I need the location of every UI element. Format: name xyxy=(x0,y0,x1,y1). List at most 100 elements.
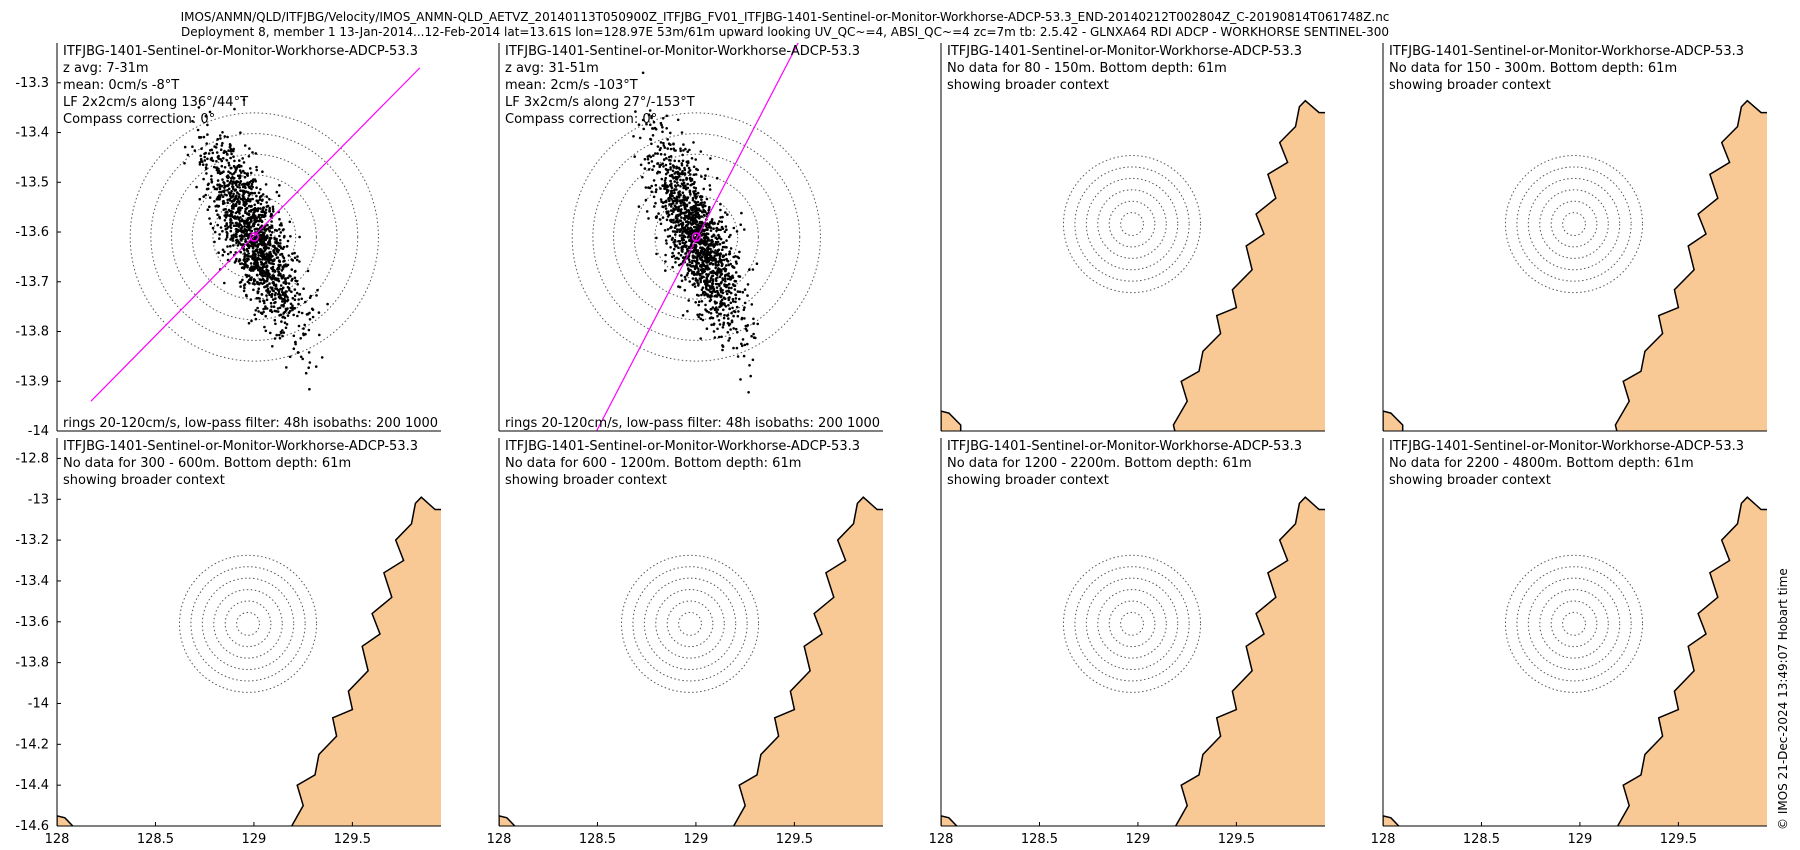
scatter-point xyxy=(646,155,650,158)
scatter-point xyxy=(268,243,272,246)
scatter-point xyxy=(277,273,280,277)
scatter-point xyxy=(281,228,285,232)
scatter-point xyxy=(290,258,294,261)
scatter-point xyxy=(633,155,636,158)
scatter-point xyxy=(673,204,677,207)
scatter-point xyxy=(638,136,642,140)
scatter-point xyxy=(688,201,691,205)
scatter-point xyxy=(714,266,717,270)
scatter-point xyxy=(717,236,721,240)
scatter-point xyxy=(676,175,680,179)
scatter-point xyxy=(725,228,728,231)
speed-ring xyxy=(171,153,338,321)
scatter-point xyxy=(677,213,680,217)
scatter-point xyxy=(669,162,672,166)
speed-ring xyxy=(643,577,737,671)
scatter-point xyxy=(302,332,305,336)
scatter-point xyxy=(286,314,290,317)
scatter-point xyxy=(269,212,273,216)
scatter-point xyxy=(696,257,699,261)
scatter-point xyxy=(229,244,232,248)
panel-bottom-note: rings 20-120cm/s, low-pass filter: 48h i… xyxy=(505,416,967,431)
scatter-point xyxy=(681,179,685,182)
scatter-point xyxy=(288,220,292,224)
scatter-point xyxy=(703,293,706,297)
scatter-point xyxy=(278,259,281,263)
scatter-point xyxy=(270,231,274,234)
scatter-point xyxy=(249,171,253,175)
scatter-point xyxy=(685,164,689,167)
scatter-point xyxy=(697,272,701,276)
scatter-point xyxy=(683,226,687,229)
speed-ring xyxy=(1062,554,1202,693)
scatter-point xyxy=(698,313,702,316)
scatter-point xyxy=(700,258,704,262)
scatter-point xyxy=(265,307,269,310)
scatter-point xyxy=(243,225,246,228)
scatter-point xyxy=(231,173,234,176)
scatter-point xyxy=(284,279,287,283)
scatter-point xyxy=(700,175,703,178)
x-tick-label: 129.5 xyxy=(776,832,813,847)
scatter-point xyxy=(732,346,735,350)
scatter-point xyxy=(677,251,680,255)
scatter-point xyxy=(718,284,721,288)
scatter-point xyxy=(737,275,740,278)
scatter-point xyxy=(271,262,275,265)
scatter-point xyxy=(650,184,653,188)
scatter-point xyxy=(703,201,706,204)
scatter-point xyxy=(688,239,691,243)
scatter-point xyxy=(677,207,681,211)
figure-header-deployment: Deployment 8, member 1 13-Jan-2014...12-… xyxy=(180,25,1390,39)
scatter-point xyxy=(220,171,224,174)
scatter-point xyxy=(650,190,653,194)
speed-ring xyxy=(1097,189,1167,259)
scatter-point xyxy=(684,197,688,201)
scatter-point xyxy=(727,303,730,307)
scatter-point xyxy=(662,158,666,161)
scatter-point xyxy=(293,251,296,255)
scatter-point xyxy=(215,204,219,207)
scatter-point xyxy=(666,189,669,193)
scatter-point xyxy=(681,172,685,176)
land-mass xyxy=(1172,99,1325,431)
scatter-point xyxy=(224,214,228,217)
land-mass xyxy=(1616,496,1767,826)
scatter-point xyxy=(250,276,253,279)
scatter-point xyxy=(216,155,220,159)
scatter-point xyxy=(659,198,663,201)
scatter-point xyxy=(734,297,738,300)
scatter-point xyxy=(685,224,688,227)
scatter-point xyxy=(249,167,252,170)
scatter-point xyxy=(221,248,225,252)
scatter-point xyxy=(706,228,709,231)
scatter-point xyxy=(697,315,700,319)
scatter-point xyxy=(740,344,744,348)
scatter-point xyxy=(242,161,246,164)
scatter-point xyxy=(680,279,684,283)
scatter-point xyxy=(691,277,695,280)
scatter-point xyxy=(265,258,269,261)
scatter-point xyxy=(690,177,694,181)
scatter-point xyxy=(729,278,733,281)
scatter-point xyxy=(264,235,268,239)
scatter-point xyxy=(686,150,689,153)
scatter-point xyxy=(263,301,266,305)
scatter-point xyxy=(706,264,709,267)
scatter-point xyxy=(711,282,715,285)
scatter-point xyxy=(711,285,715,289)
panel-info-line: No data for 150 - 300m. Bottom depth: 61… xyxy=(1389,61,1677,76)
scatter-point xyxy=(716,327,719,331)
scatter-point xyxy=(239,197,243,201)
scatter-point xyxy=(721,263,724,266)
scatter-point xyxy=(708,299,712,303)
scatter-point xyxy=(268,282,271,285)
mean-velocity-marker xyxy=(249,232,260,242)
scatter-point xyxy=(639,163,643,167)
scatter-point xyxy=(709,242,713,246)
scatter-point xyxy=(247,254,250,258)
scatter-point xyxy=(243,227,246,231)
scatter-point xyxy=(235,235,238,239)
scatter-point xyxy=(700,215,703,218)
panel-bottom-note: rings 20-120cm/s, low-pass filter: 48h i… xyxy=(63,416,525,431)
